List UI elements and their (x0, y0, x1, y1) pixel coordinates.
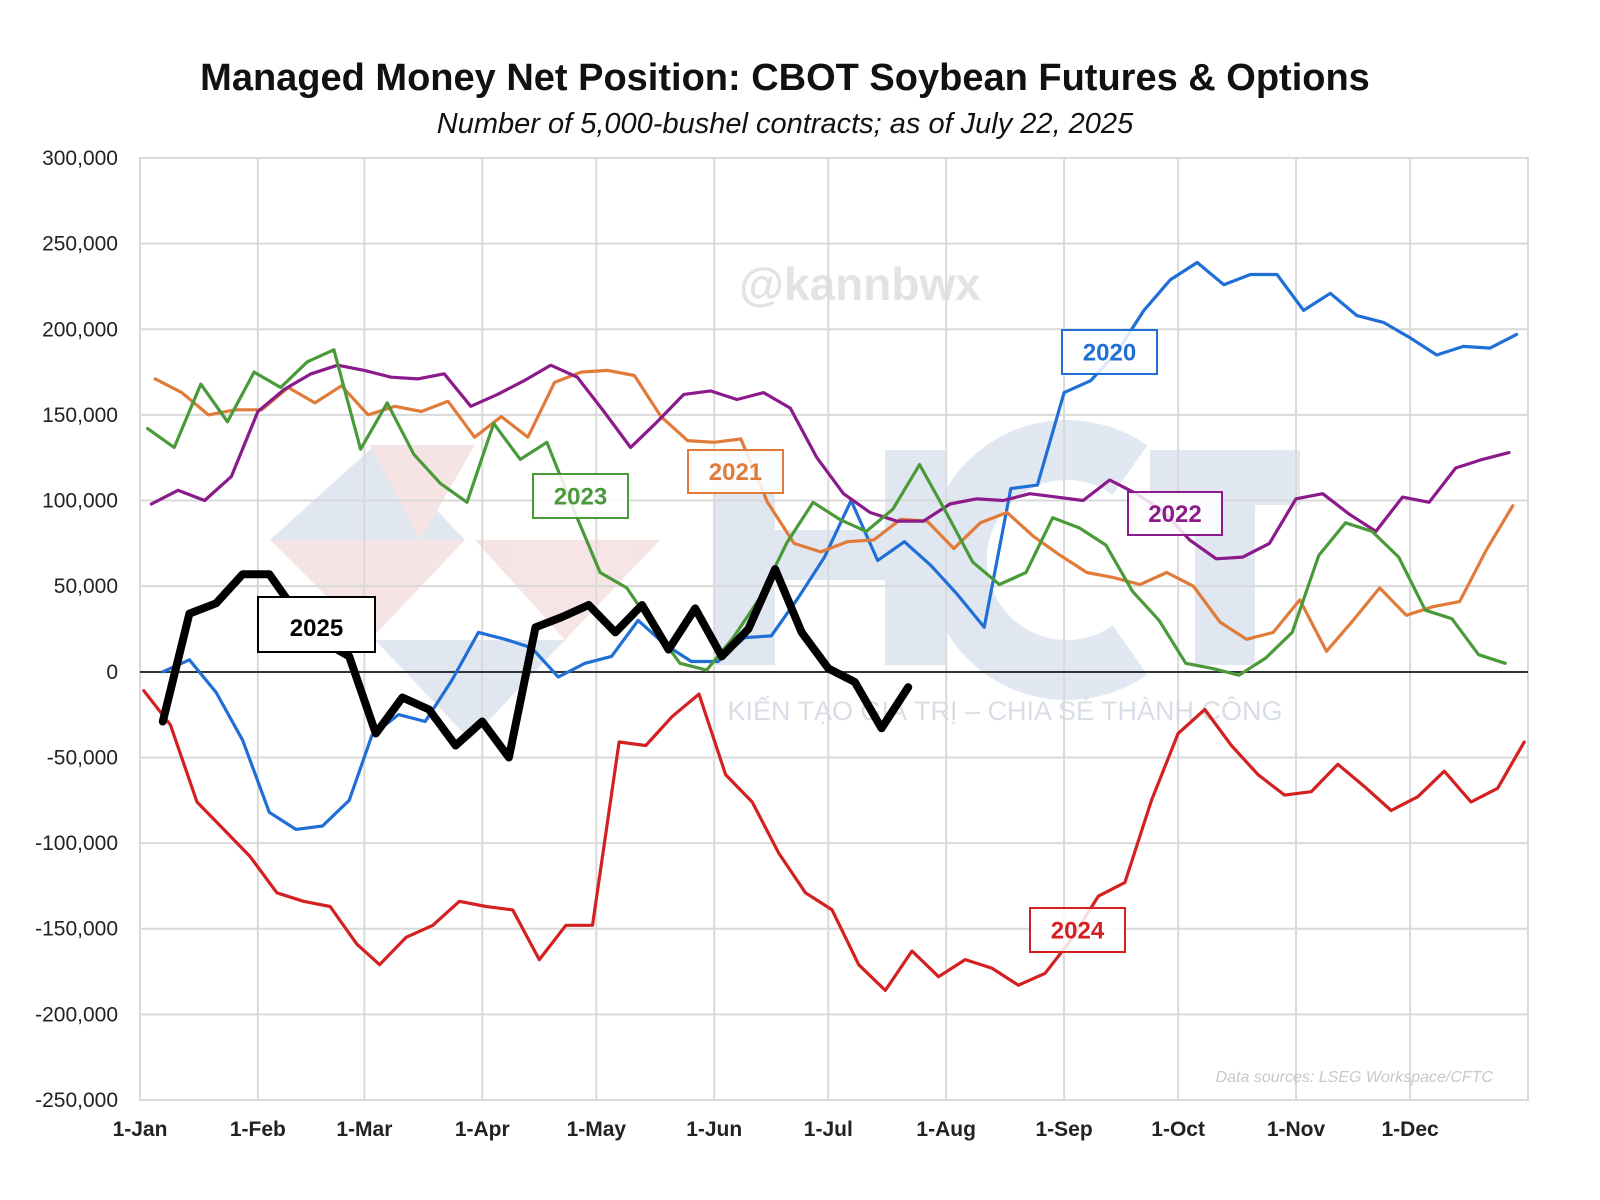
x-tick-label: 1-Jun (686, 1118, 742, 1141)
series-labels: 2020 2021 2022 2023 2024 2025 (257, 329, 1223, 953)
x-tick-label: 1-Jan (113, 1118, 168, 1141)
series-2024 (142, 689, 1526, 993)
x-tick-label: 1-Mar (336, 1118, 392, 1141)
series-label-text: 2025 (290, 615, 343, 642)
series-label-text: 2022 (1148, 501, 1201, 528)
grid (139, 157, 1529, 1101)
y-tick-label: 0 (106, 661, 118, 684)
series-label-text: 2021 (709, 459, 762, 486)
handle-watermark: @kannbwx (739, 258, 981, 310)
series-2023 (146, 348, 1507, 677)
slogan-watermark: KIẾN TẠO GIÁ TRỊ – CHIA SẺ THÀNH CÔNG (727, 694, 1282, 726)
y-tick-label: -100,000 (35, 832, 118, 855)
series-label-text: 2020 (1083, 340, 1136, 367)
series-label-2025: 2025 (257, 596, 376, 653)
series-line-2024 (142, 689, 1526, 993)
y-tick-label: 300,000 (42, 147, 118, 170)
y-tick-label: -200,000 (35, 1003, 118, 1026)
x-tick-label: 1-Dec (1382, 1118, 1440, 1141)
y-tick-label: 100,000 (42, 490, 118, 513)
series-label-2020: 2020 (1061, 329, 1158, 375)
series-label-2021: 2021 (687, 449, 784, 494)
y-tick-label: 200,000 (42, 318, 118, 341)
series-label-2022: 2022 (1127, 491, 1223, 536)
x-tick-label: 1-Nov (1267, 1118, 1326, 1141)
series-2022 (149, 363, 1511, 561)
series-label-text: 2023 (554, 484, 607, 511)
series-label-text: 2024 (1051, 918, 1105, 945)
series-label-2023: 2023 (532, 473, 629, 519)
x-tick-label: 1-Sep (1035, 1118, 1092, 1141)
x-tick-label: 1-Apr (455, 1118, 510, 1141)
series-line-2023 (146, 348, 1507, 677)
x-tick-label: 1-Oct (1151, 1118, 1205, 1141)
y-tick-label: -250,000 (35, 1089, 118, 1112)
chart-subtitle: Number of 5,000-bushel contracts; as of … (437, 108, 1134, 140)
x-tick-label: 1-May (567, 1118, 627, 1141)
y-tick-label: -150,000 (35, 918, 118, 941)
series-line-2022 (149, 363, 1511, 561)
y-tick-label: -50,000 (47, 746, 118, 769)
chart-title: Managed Money Net Position: CBOT Soybean… (200, 57, 1370, 99)
y-tick-label: 250,000 (42, 233, 118, 256)
y-tick-label: 150,000 (42, 404, 118, 427)
x-tick-label: 1-Feb (230, 1118, 286, 1141)
y-axis: 300,000 250,000 200,000 150,000 100,000 50,00… (35, 147, 118, 1112)
x-axis: 1-Jan 1-Feb 1-Mar 1-Apr 1-May 1-Jun 1-Jul 1-Aug… (113, 1118, 1439, 1141)
series-label-2024: 2024 (1029, 907, 1126, 953)
x-tick-label: 1-Aug (916, 1118, 976, 1141)
y-tick-label: 50,000 (54, 575, 118, 598)
x-tick-label: 1-Jul (804, 1118, 853, 1141)
data-source-note: Data sources: LSEG Workspace/CFTC (1216, 1069, 1494, 1086)
